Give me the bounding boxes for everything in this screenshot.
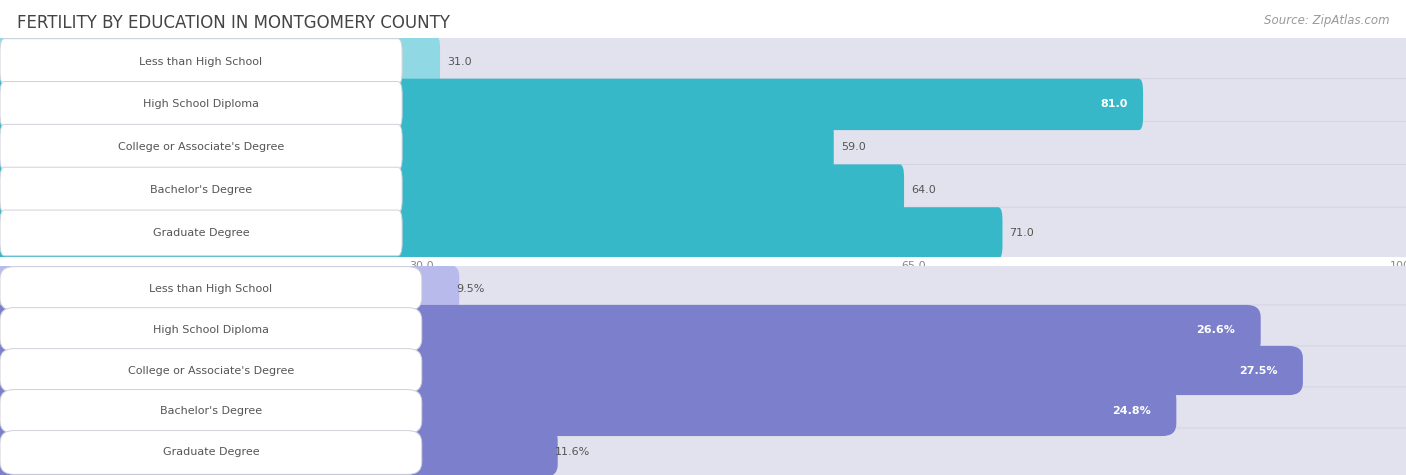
FancyBboxPatch shape (0, 122, 1406, 173)
FancyBboxPatch shape (0, 430, 422, 475)
Text: Bachelor's Degree: Bachelor's Degree (150, 185, 252, 195)
Text: 27.5%: 27.5% (1239, 365, 1278, 376)
FancyBboxPatch shape (0, 387, 1406, 436)
Text: FERTILITY BY EDUCATION IN MONTGOMERY COUNTY: FERTILITY BY EDUCATION IN MONTGOMERY COU… (17, 14, 450, 32)
FancyBboxPatch shape (0, 124, 402, 170)
Text: Graduate Degree: Graduate Degree (163, 447, 259, 457)
FancyBboxPatch shape (0, 36, 1406, 87)
FancyBboxPatch shape (0, 346, 1406, 395)
FancyBboxPatch shape (0, 264, 460, 313)
Text: 26.6%: 26.6% (1197, 324, 1236, 334)
Text: 9.5%: 9.5% (457, 284, 485, 294)
FancyBboxPatch shape (0, 349, 422, 392)
Text: 71.0: 71.0 (1010, 228, 1035, 238)
FancyBboxPatch shape (0, 390, 422, 433)
FancyBboxPatch shape (0, 428, 558, 475)
FancyBboxPatch shape (0, 305, 1406, 354)
FancyBboxPatch shape (0, 387, 1177, 436)
FancyBboxPatch shape (0, 36, 440, 87)
FancyBboxPatch shape (0, 167, 402, 213)
FancyBboxPatch shape (0, 346, 1303, 395)
Text: Less than High School: Less than High School (139, 57, 263, 66)
FancyBboxPatch shape (0, 266, 422, 311)
Text: High School Diploma: High School Diploma (143, 99, 259, 109)
FancyBboxPatch shape (0, 164, 904, 216)
Text: High School Diploma: High School Diploma (153, 324, 269, 334)
Text: Source: ZipAtlas.com: Source: ZipAtlas.com (1264, 14, 1389, 27)
FancyBboxPatch shape (0, 308, 422, 352)
FancyBboxPatch shape (0, 207, 1002, 259)
Text: Graduate Degree: Graduate Degree (153, 228, 249, 238)
FancyBboxPatch shape (0, 305, 1261, 354)
FancyBboxPatch shape (0, 79, 1406, 130)
Text: 11.6%: 11.6% (555, 447, 591, 457)
Text: 31.0: 31.0 (447, 57, 472, 66)
FancyBboxPatch shape (0, 82, 402, 127)
Text: 24.8%: 24.8% (1112, 407, 1152, 417)
Text: Bachelor's Degree: Bachelor's Degree (160, 407, 262, 417)
FancyBboxPatch shape (0, 207, 1406, 259)
FancyBboxPatch shape (0, 428, 1406, 475)
Text: Less than High School: Less than High School (149, 284, 273, 294)
Text: 64.0: 64.0 (911, 185, 936, 195)
Text: 59.0: 59.0 (841, 142, 866, 152)
FancyBboxPatch shape (0, 38, 402, 85)
FancyBboxPatch shape (0, 264, 1406, 313)
FancyBboxPatch shape (0, 122, 834, 173)
FancyBboxPatch shape (0, 210, 402, 256)
FancyBboxPatch shape (0, 164, 1406, 216)
Text: 81.0: 81.0 (1101, 99, 1128, 109)
Text: College or Associate's Degree: College or Associate's Degree (118, 142, 284, 152)
FancyBboxPatch shape (0, 79, 1143, 130)
Text: College or Associate's Degree: College or Associate's Degree (128, 365, 294, 376)
